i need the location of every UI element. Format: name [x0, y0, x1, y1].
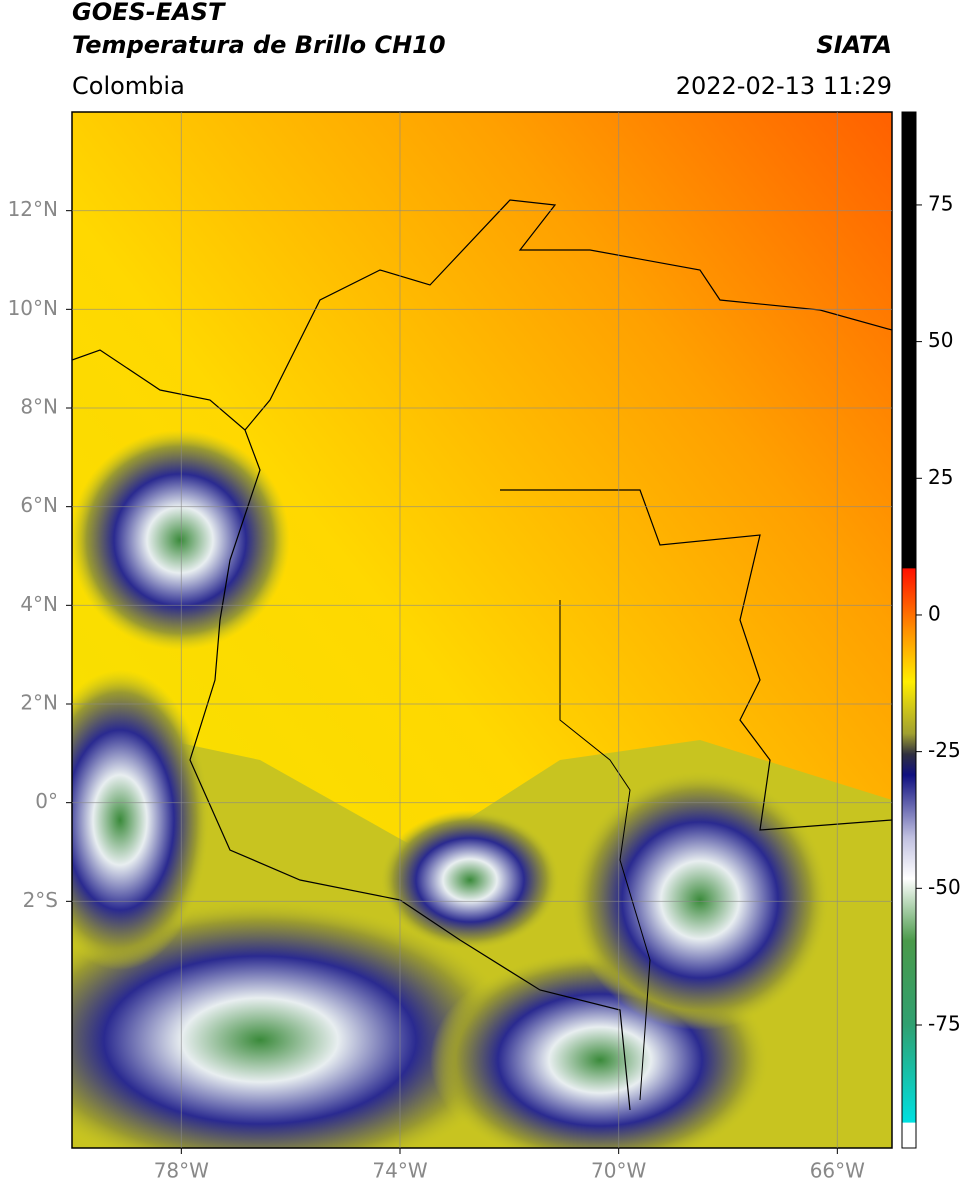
cloud [380, 810, 560, 950]
colorbar-tick-label: -50 [928, 875, 961, 899]
colorbar-tick-label: -75 [928, 1011, 961, 1035]
cloud [570, 770, 830, 1030]
border [559, 600, 651, 1101]
border [500, 489, 892, 831]
colorbar [901, 111, 917, 1149]
imagery [72, 112, 892, 1148]
colorbar-tick-label: 50 [928, 328, 953, 352]
y-tick-label: 4°N [20, 592, 58, 616]
colorbar-tick-label: 75 [928, 191, 953, 215]
y-tick-label: 6°N [20, 493, 58, 517]
title: GOES-EAST [72, 0, 226, 26]
y-tick-label: 0° [35, 789, 58, 813]
datetime: 2022-02-13 11:29 [676, 72, 892, 100]
x-tick-label: 78°W [154, 1159, 209, 1183]
y-tick-label: 12°N [8, 197, 58, 221]
colorbar-tick-label: 25 [928, 465, 953, 489]
coastline [72, 199, 892, 431]
y-tick-label: 2°S [23, 888, 58, 912]
colorbar-tick-label: -25 [928, 738, 961, 762]
y-tick-label: 2°N [20, 691, 58, 715]
region: Colombia [72, 72, 185, 100]
cloud [72, 900, 520, 1148]
y-tick-label: 8°N [20, 395, 58, 419]
x-tick-label: 74°W [372, 1159, 427, 1183]
x-tick-label: 70°W [591, 1159, 646, 1183]
cloud [72, 670, 210, 970]
y-tick-label: 10°N [8, 296, 58, 320]
colorbar-tick-label: 0 [928, 601, 941, 625]
subtitle: Temperatura de Brillo CH10 [72, 31, 446, 59]
x-tick-label: 66°W [810, 1159, 865, 1183]
source: SIATA [816, 31, 892, 59]
border [189, 429, 631, 1111]
map-frame [71, 111, 893, 1149]
